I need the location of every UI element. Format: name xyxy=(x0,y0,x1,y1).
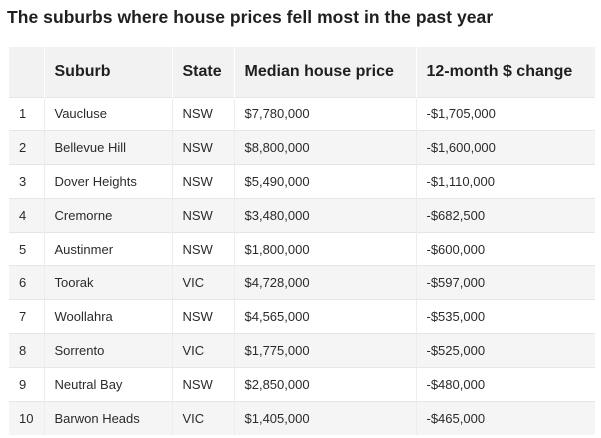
suburb-cell: Austinmer xyxy=(44,232,173,266)
state-cell: NSW xyxy=(172,299,235,334)
suburb-cell: Neutral Bay xyxy=(44,367,173,402)
state-cell: VIC xyxy=(172,265,235,300)
state-cell: NSW xyxy=(172,367,235,402)
suburb-cell: Sorrento xyxy=(44,333,173,368)
rank-cell: 5 xyxy=(9,232,45,266)
suburb-cell: Dover Heights xyxy=(44,164,173,199)
rank-cell: 1 xyxy=(9,97,45,131)
suburb-cell: Cremorne xyxy=(44,198,173,233)
change-cell: -$1,705,000 xyxy=(426,106,496,122)
median-price-cell: $1,775,000 xyxy=(234,333,417,368)
change-cell: -$600,000 xyxy=(426,241,486,257)
table-row: 10 Barwon Heads VIC $1,405,000 -$465,000 xyxy=(9,401,595,435)
table-row: 9 Neutral Bay NSW $2,850,000 -$480,000 xyxy=(9,367,595,402)
suburb-cell: Barwon Heads xyxy=(44,401,173,435)
suburb-cell: Vaucluse xyxy=(44,97,173,131)
median-price-cell: $3,480,000 xyxy=(234,198,417,233)
table-row: 4 Cremorne NSW $3,480,000 -$682,500 xyxy=(9,198,595,233)
state-cell: VIC xyxy=(172,333,235,368)
page-title: The suburbs where house prices fell most… xyxy=(7,7,494,27)
table-row: 3 Dover Heights NSW $5,490,000 -$1,110,0… xyxy=(9,164,595,199)
table-header: Suburb State Median house price 12-month… xyxy=(9,47,595,97)
state-cell: NSW xyxy=(172,198,235,233)
header-rank xyxy=(9,47,45,97)
header-median-price: Median house price xyxy=(234,47,417,97)
table-row: 2 Bellevue Hill NSW $8,800,000 -$1,600,0… xyxy=(9,130,595,165)
median-price-cell: $2,850,000 xyxy=(234,367,417,402)
median-price-cell: $1,405,000 xyxy=(234,401,417,435)
header-state: State xyxy=(172,47,235,97)
suburb-cell: Woollahra xyxy=(44,299,173,334)
table-row: 5 Austinmer NSW $1,800,000 -$600,000 xyxy=(9,232,595,266)
header-row: Suburb State Median house price 12-month… xyxy=(9,47,595,97)
state-cell: NSW xyxy=(172,164,235,199)
price-change-table: Suburb State Median house price 12-month… xyxy=(9,47,595,435)
rank-cell: 3 xyxy=(9,164,45,199)
change-cell: -$465,000 xyxy=(426,410,486,426)
median-price-cell: $4,565,000 xyxy=(234,299,417,334)
rank-cell: 4 xyxy=(9,198,45,233)
state-cell: VIC xyxy=(172,401,235,435)
rank-cell: 8 xyxy=(9,333,45,368)
change-cell: -$525,000 xyxy=(426,342,486,358)
rank-cell: 7 xyxy=(9,299,45,334)
median-price-cell: $4,728,000 xyxy=(234,265,417,300)
median-price-cell: $1,800,000 xyxy=(234,232,417,266)
table-row: 1 Vaucluse NSW $7,780,000 -$1,705,000 xyxy=(9,97,595,131)
change-cell: -$1,600,000 xyxy=(426,140,496,156)
suburb-cell: Bellevue Hill xyxy=(44,130,173,165)
header-12-month-change: 12-month $ change xyxy=(426,62,573,80)
state-cell: NSW xyxy=(172,97,235,131)
rank-cell: 6 xyxy=(9,265,45,300)
table-row: 6 Toorak VIC $4,728,000 -$597,000 xyxy=(9,265,595,300)
change-cell: -$535,000 xyxy=(426,309,486,325)
median-price-cell: $5,490,000 xyxy=(234,164,417,199)
change-cell: -$480,000 xyxy=(426,376,486,392)
state-cell: NSW xyxy=(172,232,235,266)
change-cell: -$682,500 xyxy=(426,207,486,223)
rank-cell: 9 xyxy=(9,367,45,402)
table-body: 1 Vaucluse NSW $7,780,000 -$1,705,000 2 … xyxy=(9,97,595,435)
state-cell: NSW xyxy=(172,130,235,165)
price-change-table-container: Suburb State Median house price 12-month… xyxy=(9,47,595,435)
rank-cell: 10 xyxy=(9,401,45,435)
change-cell: -$1,110,000 xyxy=(426,173,495,189)
rank-cell: 2 xyxy=(9,130,45,165)
table-row: 7 Woollahra NSW $4,565,000 -$535,000 xyxy=(9,299,595,334)
median-price-cell: $8,800,000 xyxy=(234,130,417,165)
table-row: 8 Sorrento VIC $1,775,000 -$525,000 xyxy=(9,333,595,368)
suburb-cell: Toorak xyxy=(44,265,173,300)
median-price-cell: $7,780,000 xyxy=(234,97,417,131)
header-suburb: Suburb xyxy=(44,47,173,97)
change-cell: -$597,000 xyxy=(426,275,486,291)
